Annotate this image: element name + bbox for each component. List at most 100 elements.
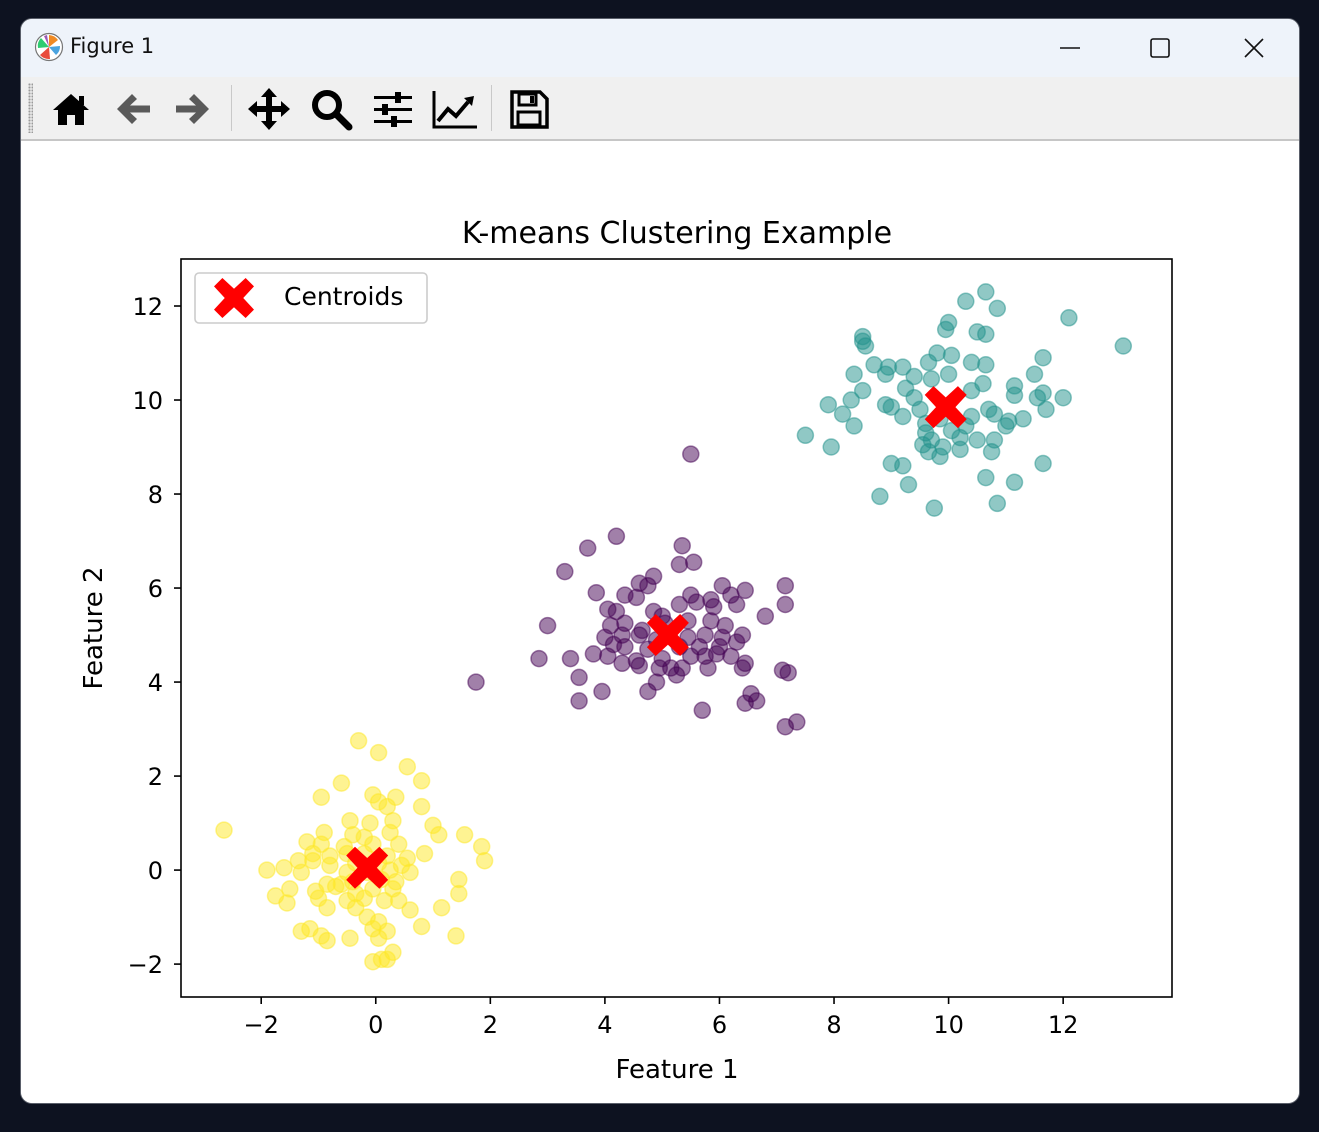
data-point-cluster-2 [346, 898, 365, 917]
y-tick-label: −2 [128, 951, 163, 979]
pan-button[interactable] [243, 83, 295, 135]
y-tick-label: 12 [132, 293, 163, 321]
data-point-cluster-2 [318, 931, 336, 950]
data-point-cluster-1 [977, 468, 995, 487]
data-point-cluster-1 [988, 494, 1007, 513]
close-button[interactable] [1209, 19, 1299, 77]
data-point-cluster-0 [684, 553, 703, 571]
data-point-cluster-0 [736, 694, 754, 712]
configure-subplots-button[interactable] [367, 83, 419, 135]
data-point-cluster-2 [455, 826, 474, 844]
data-point-cluster-2 [292, 922, 311, 940]
data-point-cluster-1 [942, 346, 961, 365]
matplotlib-app-icon [34, 32, 64, 62]
legend-entry-centroids: Centroids [284, 282, 403, 311]
data-point-cluster-0 [776, 595, 795, 614]
data-point-cluster-1 [1034, 348, 1052, 367]
data-point-cluster-0 [704, 598, 723, 616]
y-tick-label: 4 [148, 669, 163, 697]
minimize-icon [1060, 47, 1080, 49]
data-point-cluster-2 [318, 898, 336, 917]
data-point-cluster-0 [587, 583, 606, 602]
x-tick-label: 2 [483, 1011, 498, 1039]
y-tick-label: 8 [148, 481, 163, 509]
data-point-cluster-0 [682, 445, 700, 463]
data-point-cluster-2 [432, 898, 451, 917]
x-axis-label: Feature 1 [615, 1055, 738, 1085]
data-point-cluster-2 [321, 856, 339, 875]
data-point-cluster-1 [894, 407, 912, 426]
x-tick-label: 6 [712, 1011, 727, 1039]
legend: Centroids [194, 272, 428, 324]
x-tick-label: 0 [368, 1011, 383, 1039]
data-point-cluster-1 [871, 487, 889, 506]
figure-canvas[interactable]: −2 0 2 4 6 8 10 12 −2 0 2 4 6 8 10 12 K-means Clusteri… [21, 141, 1300, 1103]
data-point-cluster-2 [381, 823, 399, 842]
toolbar-separator [231, 85, 232, 131]
data-point-cluster-2 [412, 917, 431, 936]
data-point-cluster-1 [977, 356, 995, 374]
x-tick-label: 4 [597, 1011, 612, 1039]
scatter-chart[interactable]: −2 0 2 4 6 8 10 12 −2 0 2 4 6 8 10 12 K-means Clusteri… [21, 141, 1300, 1103]
data-point-cluster-1 [842, 391, 860, 409]
data-point-cluster-0 [616, 638, 634, 656]
data-point-cluster-0 [722, 647, 740, 665]
chart-title: K-means Clustering Example [462, 216, 892, 251]
forward-button[interactable] [167, 83, 219, 135]
title-bar[interactable]: Figure 1 [21, 19, 1299, 77]
data-point-cluster-1 [1054, 388, 1072, 407]
data-point-cluster-2 [430, 826, 448, 844]
data-point-cluster-1 [796, 426, 815, 445]
data-point-cluster-1 [876, 365, 895, 383]
data-point-cluster-2 [349, 732, 368, 750]
data-point-cluster-0 [467, 673, 485, 691]
line-chart-icon [432, 91, 477, 129]
data-point-cluster-0 [776, 717, 795, 736]
sliders-icon [374, 92, 412, 127]
floppy-disk-icon [510, 90, 549, 129]
data-point-cluster-1 [1025, 365, 1044, 383]
maximize-button[interactable] [1115, 19, 1205, 77]
data-point-cluster-0 [673, 536, 691, 555]
minimize-button[interactable] [1025, 19, 1115, 77]
data-point-cluster-0 [630, 656, 649, 675]
data-point-cluster-1 [977, 283, 995, 301]
data-point-cluster-0 [578, 539, 597, 557]
data-point-cluster-1 [919, 353, 938, 372]
data-point-cluster-0 [776, 576, 795, 595]
data-point-cluster-0 [556, 562, 574, 581]
data-point-cluster-0 [639, 682, 657, 701]
data-point-cluster-0 [570, 668, 588, 687]
data-point-cluster-0 [630, 626, 649, 644]
data-point-cluster-1 [899, 475, 918, 494]
data-point-cluster-1 [856, 337, 875, 355]
data-point-cluster-0 [570, 692, 588, 710]
home-button[interactable] [45, 83, 97, 135]
toolbar-grip[interactable] [28, 83, 33, 133]
save-button[interactable] [503, 83, 555, 135]
data-point-cluster-1 [1034, 384, 1052, 402]
data-point-cluster-0 [627, 588, 646, 607]
legend-centroid-marker [214, 278, 254, 318]
data-point-cluster-1 [922, 370, 941, 388]
data-point-cluster-2 [341, 811, 359, 830]
data-point-cluster-1 [1005, 386, 1024, 405]
window-title: Figure 1 [70, 34, 155, 58]
centroid-marker [924, 386, 967, 429]
back-button[interactable] [107, 83, 159, 135]
plot-frame [180, 258, 1173, 998]
data-point-cluster-2 [475, 851, 494, 870]
data-point-cluster-2 [372, 950, 391, 969]
data-point-cluster-1 [1037, 400, 1055, 419]
data-point-cluster-1 [939, 365, 958, 383]
zoom-button[interactable] [305, 83, 357, 135]
data-point-cluster-2 [304, 851, 322, 870]
data-point-cluster-2 [450, 884, 468, 903]
move-icon [248, 88, 290, 130]
data-point-cluster-2 [472, 837, 491, 856]
y-axis-label: Feature 2 [79, 566, 109, 689]
edit-axes-button[interactable] [429, 83, 481, 135]
y-tick-label: 2 [148, 763, 163, 791]
data-point-cluster-1 [822, 438, 840, 456]
close-icon [1244, 38, 1264, 58]
